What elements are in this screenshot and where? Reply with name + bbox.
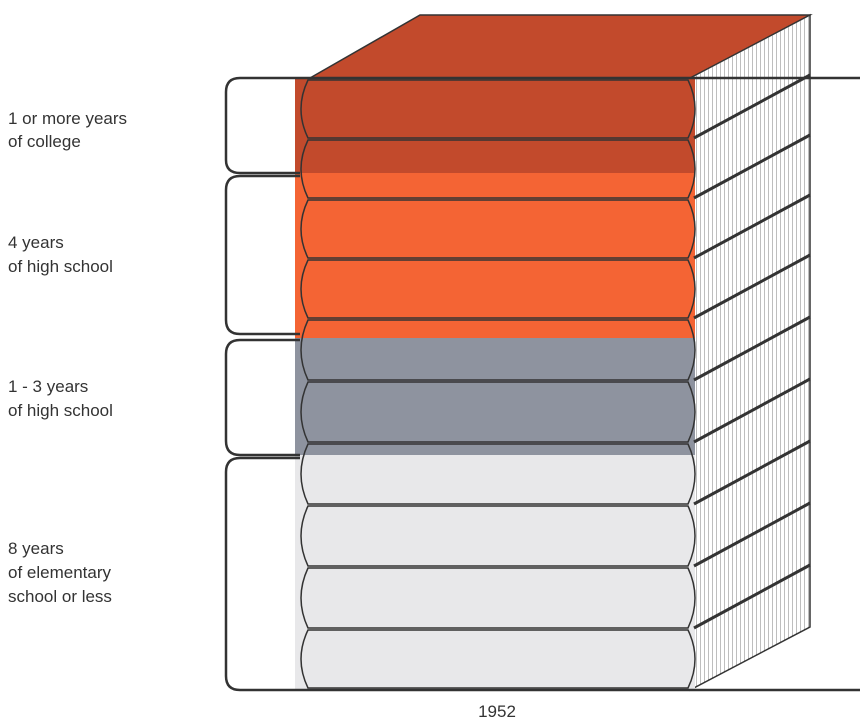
group-label: 1 or more years xyxy=(8,109,127,128)
group-label: school or less xyxy=(8,587,112,606)
band-college xyxy=(295,78,695,173)
group-label: 8 years xyxy=(8,539,64,558)
year-label: 1952 xyxy=(478,702,516,721)
group-label: 1 - 3 years xyxy=(8,377,88,396)
cover-edges xyxy=(693,73,811,630)
book-outlines xyxy=(300,79,696,689)
group-label: of college xyxy=(8,132,81,151)
group-label: 4 years xyxy=(8,233,64,252)
page-edges xyxy=(689,13,811,692)
group-label: of high school xyxy=(8,401,113,420)
band-elementary xyxy=(295,455,695,690)
band-some-high-school xyxy=(295,338,695,455)
brackets xyxy=(224,76,860,692)
group-label: of high school xyxy=(8,257,113,276)
group-label: of elementary xyxy=(8,563,111,582)
